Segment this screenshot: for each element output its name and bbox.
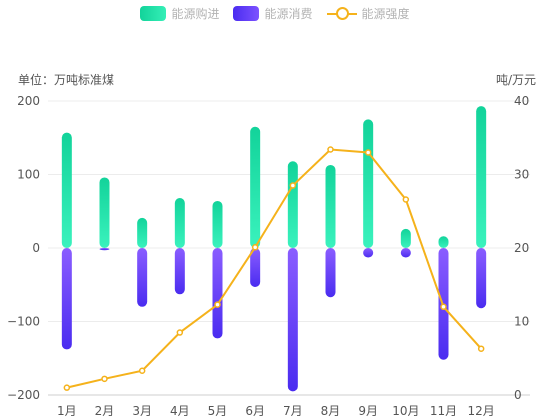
legend-item-intensity[interactable]: 能源强度 <box>326 5 410 22</box>
purchase-bar <box>99 177 110 248</box>
left-axis-tick-label: 100 <box>17 168 40 182</box>
x-axis-tick-label: 1月 <box>57 404 77 418</box>
consumption-bar <box>174 248 185 295</box>
purchase-bar <box>476 106 487 249</box>
purchase-bar <box>212 200 223 248</box>
right-axis-tick-label: 10 <box>514 315 529 329</box>
legend-label-consumption: 能源消费 <box>264 6 313 21</box>
purchase-bar <box>363 119 374 248</box>
consumption-bar <box>212 248 223 339</box>
legend-label-purchase: 能源购进 <box>171 6 220 21</box>
left-axis-tick-label: −200 <box>7 388 40 402</box>
intensity-point <box>477 345 485 352</box>
purchase-bar <box>325 164 336 248</box>
right-axis-tick-label: 20 <box>514 241 529 255</box>
left-axis-tick-label: −100 <box>7 315 40 329</box>
x-axis-tick-label: 4月 <box>170 404 190 418</box>
x-axis-tick-label: 12月 <box>468 404 495 418</box>
purchase-swatch <box>140 5 167 21</box>
purchase-bar <box>61 132 72 248</box>
intensity-point <box>251 244 259 251</box>
legend-item-purchase[interactable]: 能源购进 <box>140 5 219 22</box>
intensity-point <box>176 329 184 336</box>
purchase-bar <box>287 161 298 248</box>
intensity-point <box>101 375 108 383</box>
x-axis-tick-label: 11月 <box>430 404 457 418</box>
left-axis-tick-label: 200 <box>17 94 40 108</box>
right-axis-unit-label: 吨/万元 <box>495 73 536 87</box>
purchase-bar <box>137 217 148 248</box>
consumption-bar <box>137 248 148 307</box>
consumption-bar <box>250 248 261 287</box>
legend-label-intensity: 能源强度 <box>361 6 410 21</box>
x-axis-tick-label: 3月 <box>132 404 152 418</box>
left-axis-unit-label: 单位：万吨标准煤 <box>18 73 115 87</box>
x-axis-tick-label: 8月 <box>321 404 341 418</box>
consumption-bar <box>400 248 411 258</box>
consumption-bar <box>287 248 298 392</box>
right-axis-tick-label: 40 <box>514 94 529 108</box>
intensity-point <box>63 384 71 391</box>
intensity-point <box>440 303 447 311</box>
x-axis-tick-label: 2月 <box>95 404 115 418</box>
left-axis-tick-label: 0 <box>32 241 40 255</box>
consumption-swatch <box>233 5 260 21</box>
right-axis-tick-label: 30 <box>514 168 529 182</box>
intensity-point <box>364 149 372 156</box>
intensity-point <box>214 301 221 308</box>
purchase-bar <box>438 236 449 248</box>
chart-legend: 能源购进 能源消费 能源强度 <box>0 2 550 24</box>
x-axis-tick-label: 9月 <box>358 404 378 418</box>
intensity-point <box>289 182 297 189</box>
consumption-bar <box>61 248 72 350</box>
x-axis-tick-label: 6月 <box>245 404 265 418</box>
consumption-bar <box>99 248 110 251</box>
purchase-bar <box>400 228 411 248</box>
consumption-bar <box>476 248 487 309</box>
purchase-bar <box>174 198 185 248</box>
consumption-bar <box>325 248 336 298</box>
x-axis-tick-label: 7月 <box>283 404 303 418</box>
intensity-swatch <box>326 6 357 21</box>
x-axis-tick-label: 5月 <box>208 404 228 418</box>
intensity-point <box>402 196 410 203</box>
right-axis-tick-label: 0 <box>514 388 522 402</box>
legend-item-consumption[interactable]: 能源消费 <box>233 5 313 22</box>
purchase-bar <box>250 126 261 248</box>
intensity-line <box>66 148 482 389</box>
consumption-bar <box>363 248 374 258</box>
intensity-point <box>327 146 334 153</box>
x-axis-tick-label: 10月 <box>392 404 419 418</box>
intensity-point <box>138 367 146 374</box>
